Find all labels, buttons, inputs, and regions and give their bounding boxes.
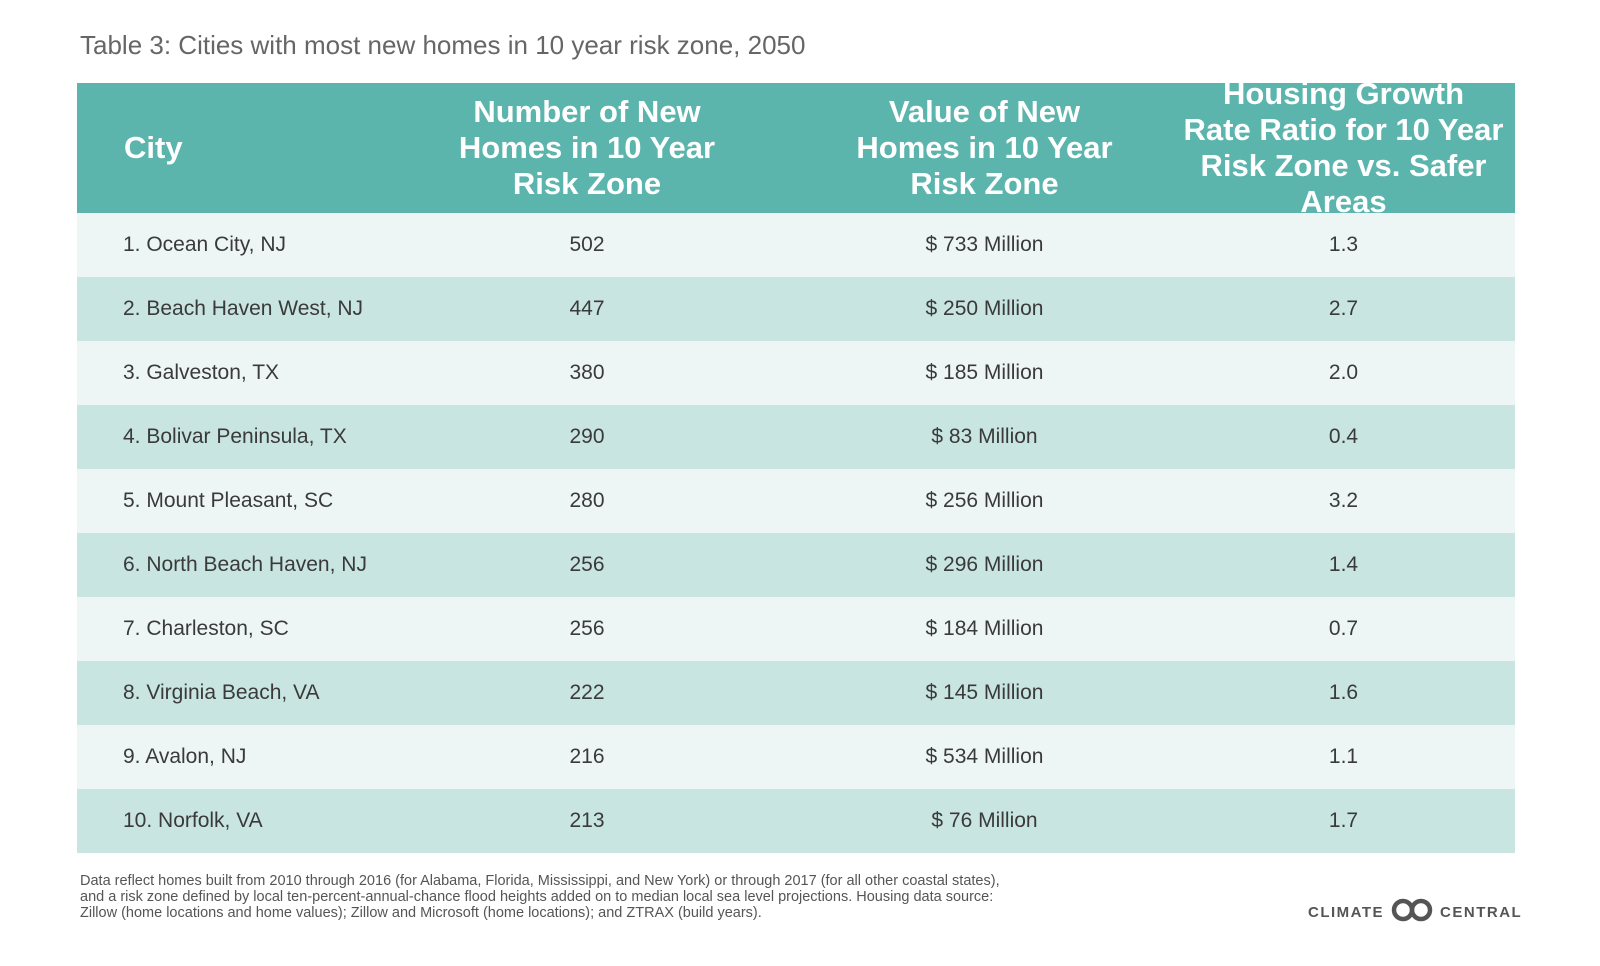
cell-city: 6. North Beach Haven, NJ <box>123 553 367 576</box>
table-header: City Number of New Homes in 10 Year Risk… <box>77 76 1515 219</box>
footnote-line: Data reflect homes built from 2010 throu… <box>80 873 1000 889</box>
cell-new-homes: 216 <box>569 745 605 768</box>
cell-value: $ 250 Million <box>925 297 1044 320</box>
cell-new-homes: 290 <box>569 425 605 448</box>
cell-value: $ 184 Million <box>925 617 1044 640</box>
cell-value: $ 83 Million <box>931 425 1038 448</box>
cell-value: $ 256 Million <box>925 489 1044 512</box>
cell-growth-ratio: 0.7 <box>1328 617 1359 640</box>
table-row: 1. Ocean City, NJ 502 $ 733 Million 1.3 <box>77 213 1515 277</box>
cell-city: 3. Galveston, TX <box>123 361 280 384</box>
cell-value: $ 76 Million <box>931 809 1038 832</box>
cell-growth-ratio: 3.2 <box>1328 489 1359 512</box>
header-city: City <box>124 130 183 165</box>
cell-new-homes: 213 <box>569 809 605 832</box>
table-row: 2. Beach Haven West, NJ 447 $ 250 Million 2… <box>77 277 1515 341</box>
cell-city: 9. Avalon, NJ <box>123 745 247 768</box>
cell-city: 8. Virginia Beach, VA <box>123 681 320 704</box>
cell-city: 10. Norfolk, VA <box>123 809 263 832</box>
cell-new-homes: 502 <box>569 233 605 256</box>
cell-value: $ 145 Million <box>925 681 1044 704</box>
cell-growth-ratio: 2.0 <box>1328 361 1359 384</box>
footnote-line: Zillow (home locations and home values);… <box>80 905 762 921</box>
table-row: 4. Bolivar Peninsula, TX 290 $ 83 Million 0… <box>77 405 1515 469</box>
cell-city: 7. Charleston, SC <box>123 617 289 640</box>
table-row: 8. Virginia Beach, VA 222 $ 145 Million 1.6 <box>77 661 1515 725</box>
footnote: Data reflect homes built from 2010 throu… <box>80 873 1140 921</box>
cell-value: $ 733 Million <box>925 233 1044 256</box>
climate-central-logo-icon <box>1390 898 1434 926</box>
table-row: 9. Avalon, NJ 216 $ 534 Million 1.1 <box>77 725 1515 789</box>
brand-left-text: CLIMATE <box>1308 903 1385 921</box>
header-growth-ratio: Housing Growth Rate Ratio for 10 Year Ri… <box>1183 76 1504 219</box>
cell-growth-ratio: 1.4 <box>1328 553 1359 576</box>
header-new-homes: Number of New Homes in 10 Year Risk Zone <box>458 94 716 201</box>
footnote-line: and a risk zone defined by local ten-per… <box>80 889 994 905</box>
table-row: 10. Norfolk, VA 213 $ 76 Million 1.7 <box>77 789 1515 853</box>
cell-new-homes: 280 <box>569 489 605 512</box>
cell-city: 2. Beach Haven West, NJ <box>123 297 364 320</box>
cell-new-homes: 447 <box>569 297 605 320</box>
brand-right-text: CENTRAL <box>1440 903 1523 921</box>
cell-value: $ 296 Million <box>925 553 1044 576</box>
cell-growth-ratio: 0.4 <box>1328 425 1359 448</box>
cell-city: 1. Ocean City, NJ <box>123 233 286 256</box>
cell-growth-ratio: 1.7 <box>1328 809 1359 832</box>
table-title: Table 3: Cities with most new homes in 1… <box>80 30 806 60</box>
cell-growth-ratio: 1.6 <box>1328 681 1359 704</box>
table-body: 1. Ocean City, NJ 502 $ 733 Million 1.3 2. B… <box>77 213 1515 853</box>
table-row: 7. Charleston, SC 256 $ 184 Million 0.7 <box>77 597 1515 661</box>
cell-growth-ratio: 1.3 <box>1328 233 1359 256</box>
cell-city: 5. Mount Pleasant, SC <box>123 489 334 512</box>
cell-new-homes: 222 <box>569 681 605 704</box>
cell-city: 4. Bolivar Peninsula, TX <box>123 425 347 448</box>
cell-growth-ratio: 1.1 <box>1328 745 1359 768</box>
header-value: Value of New Homes in 10 Year Risk Zone <box>856 94 1113 201</box>
climate-central-brand: CLIMATE CENTRAL <box>1308 898 1522 926</box>
cell-new-homes: 256 <box>569 617 605 640</box>
data-table: City Number of New Homes in 10 Year Risk… <box>77 76 1515 853</box>
cell-new-homes: 380 <box>569 361 605 384</box>
cell-value: $ 185 Million <box>925 361 1044 384</box>
cell-new-homes: 256 <box>569 553 605 576</box>
table-row: 6. North Beach Haven, NJ 256 $ 296 Million… <box>77 533 1515 597</box>
table-row: 3. Galveston, TX 380 $ 185 Million 2.0 <box>77 341 1515 405</box>
table-row: 5. Mount Pleasant, SC 280 $ 256 Million 3.2 <box>77 469 1515 533</box>
cell-growth-ratio: 2.7 <box>1328 297 1359 320</box>
cell-value: $ 534 Million <box>925 745 1044 768</box>
